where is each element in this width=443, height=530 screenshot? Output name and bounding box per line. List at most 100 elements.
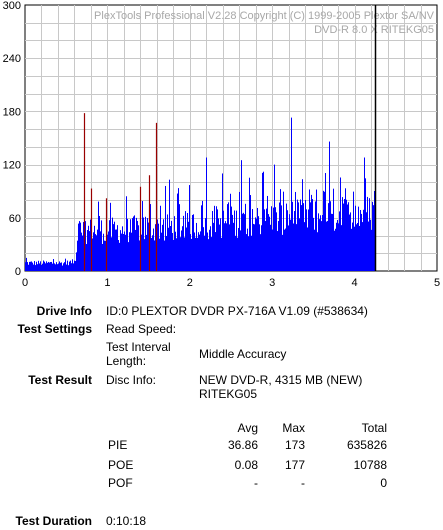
data-bar xyxy=(35,265,36,271)
data-bar xyxy=(304,222,305,271)
row-name-pof: POF xyxy=(108,476,133,490)
data-bar xyxy=(117,225,118,271)
data-bar xyxy=(96,235,97,271)
data-bar xyxy=(362,222,363,271)
data-bar xyxy=(67,260,68,271)
data-bar xyxy=(206,157,207,271)
x-tick-label: 4 xyxy=(352,277,358,289)
data-bar xyxy=(334,230,335,271)
data-bar xyxy=(26,257,27,271)
data-bar xyxy=(259,224,260,271)
data-bar xyxy=(287,210,288,271)
data-bar xyxy=(158,223,159,271)
data-bar xyxy=(309,189,310,271)
data-bar xyxy=(372,201,373,271)
data-bar xyxy=(271,206,272,271)
data-bar xyxy=(369,198,370,271)
disc-info-label: Disc Info: xyxy=(106,373,157,387)
data-bar xyxy=(246,234,247,271)
data-bar xyxy=(337,219,338,271)
disc-info-value-line1: NEW DVD-R, 4315 MB (NEW) xyxy=(199,373,363,387)
data-bar xyxy=(87,230,88,271)
data-bar xyxy=(138,225,139,271)
data-bar xyxy=(159,238,160,271)
data-bar xyxy=(73,263,74,271)
data-bar xyxy=(291,117,292,272)
data-bar xyxy=(54,263,55,271)
data-bar xyxy=(341,225,342,271)
data-bar xyxy=(319,219,320,271)
data-bar xyxy=(145,216,146,271)
data-bar xyxy=(333,188,334,271)
data-bar xyxy=(321,221,322,271)
data-bar xyxy=(348,202,349,271)
data-bar xyxy=(132,218,133,271)
data-bar xyxy=(202,200,203,271)
test-interval-label-line1: Test Interval xyxy=(106,340,171,354)
data-bar xyxy=(330,201,331,271)
header-max: Max xyxy=(282,421,305,435)
data-bar xyxy=(37,264,38,271)
row-name-pie: PIE xyxy=(108,438,128,452)
data-bar xyxy=(306,209,307,271)
data-bar xyxy=(232,214,233,271)
data-bar xyxy=(127,218,128,271)
data-bar xyxy=(55,264,56,271)
data-bar xyxy=(112,217,113,271)
data-bar xyxy=(186,227,187,271)
data-bar xyxy=(166,235,167,271)
data-bar xyxy=(25,262,26,271)
data-bar xyxy=(200,231,201,271)
y-tick-label: 300 xyxy=(3,0,21,12)
data-bar xyxy=(261,225,262,271)
data-bar xyxy=(251,235,252,271)
data-bar xyxy=(27,262,28,271)
data-bar xyxy=(345,188,346,271)
data-bar xyxy=(218,218,219,271)
data-bar xyxy=(301,205,302,271)
data-bar xyxy=(196,222,197,271)
data-bar xyxy=(225,221,226,271)
data-bar xyxy=(292,201,293,271)
data-bar xyxy=(296,224,297,271)
data-bar xyxy=(370,219,371,271)
data-bar xyxy=(234,210,235,271)
data-bar xyxy=(167,214,168,271)
data-bar xyxy=(318,213,319,271)
data-bar xyxy=(77,240,78,271)
data-bar xyxy=(34,261,35,271)
data-bar xyxy=(109,220,110,271)
data-bar xyxy=(68,265,69,271)
data-bar xyxy=(286,203,287,271)
data-bar xyxy=(71,263,72,271)
pie-max: 173 xyxy=(284,438,305,452)
data-bar xyxy=(164,240,165,271)
data-bar xyxy=(272,229,273,271)
data-bar xyxy=(151,237,152,271)
data-bar xyxy=(267,195,268,271)
data-bar xyxy=(253,223,254,271)
data-bar xyxy=(235,235,236,271)
data-bar xyxy=(307,227,308,271)
data-bar xyxy=(205,218,206,271)
data-bar xyxy=(58,263,59,271)
data-bar xyxy=(338,223,339,271)
x-tick-label: 5 xyxy=(434,277,440,289)
pie-chart: PlexTools Professional V2.28 Copyright (… xyxy=(3,0,440,289)
data-bar xyxy=(81,232,82,271)
header-avg: Avg xyxy=(237,421,258,435)
data-bar xyxy=(29,261,30,271)
y-tick-label: 60 xyxy=(9,213,21,225)
data-bar xyxy=(255,217,256,271)
data-bar xyxy=(187,212,188,271)
test-interval-value: Middle Accuracy xyxy=(199,347,287,361)
data-bar xyxy=(98,201,99,271)
data-bar xyxy=(131,232,132,271)
data-bar xyxy=(154,240,155,271)
data-bar xyxy=(317,232,318,271)
data-bar xyxy=(174,216,175,271)
x-tick-label: 3 xyxy=(269,277,275,289)
data-bar xyxy=(360,209,361,271)
data-bar xyxy=(299,218,300,271)
data-bar xyxy=(70,260,71,271)
